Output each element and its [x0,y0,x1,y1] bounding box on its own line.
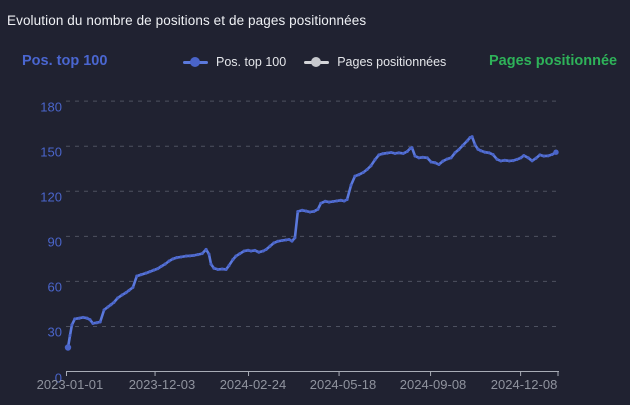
y-tick-label: 0 [54,370,62,385]
marker-dot [311,57,322,67]
x-tick-label: 2024-09-08 [399,377,467,392]
line-series-marker-icon [183,55,208,69]
chart-title: Evolution du nombre de positions et de p… [7,13,367,28]
y-tick-label: 30 [47,324,62,340]
legend-label-pages-positionnees: Pages positionnées [337,55,447,69]
y-tick-label: 120 [40,189,62,205]
marker-dot [190,57,200,67]
legend: Pos. top 100 Pages positionnées [183,54,446,70]
x-tick-label: 2023-01-01 [36,377,104,392]
y-tick-label: 150 [40,144,62,160]
x-tick-label: 2024-05-18 [309,377,377,392]
legend-item-pos-top-100[interactable]: Pos. top 100 [183,55,286,69]
y-tick-label: 90 [47,234,62,250]
x-tick-label: 2023-12-03 [128,377,196,392]
y-tick-label: 60 [47,279,62,295]
y-tick-label: 180 [40,99,62,115]
line-series-marker-icon [304,55,330,69]
x-tick-label: 2024-12-08 [490,377,558,392]
legend-label-pos-top-100: Pos. top 100 [216,55,287,69]
left-axis-label: Pos. top 100 [22,53,108,69]
right-axis-label: Pages positionnée [489,53,618,69]
x-tick-label: 2024-02-24 [219,377,287,392]
legend-item-pages-positionnees[interactable]: Pages positionnées [304,55,446,69]
